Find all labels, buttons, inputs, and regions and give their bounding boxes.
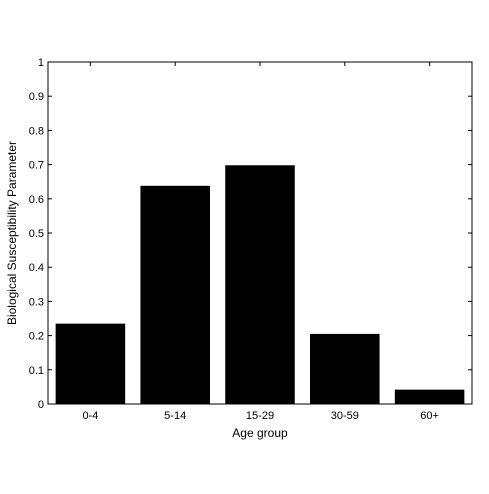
y-tick-label: 0.1 (29, 365, 44, 377)
y-tick-label: 0.6 (29, 194, 44, 206)
bar-60+ (394, 389, 465, 404)
x-tick-label: 15-29 (246, 410, 274, 422)
x-tick-label: 30-59 (331, 410, 359, 422)
y-tick-label: 0.8 (29, 125, 44, 137)
bars-group (55, 165, 465, 404)
y-tick-label: 0.5 (29, 228, 44, 240)
x-tick-label: 60+ (420, 410, 439, 422)
bar-30-59 (310, 333, 380, 404)
y-tick-label: 0.3 (29, 296, 44, 308)
y-tick-label: 1 (38, 57, 44, 69)
y-tick-label: 0.7 (29, 160, 44, 172)
bar-15-29 (225, 165, 295, 404)
y-tick-label: 0 (38, 399, 44, 411)
y-tick-label: 0.9 (29, 91, 44, 103)
y-tick-label: 0.4 (29, 262, 44, 274)
bar-5-14 (140, 185, 210, 404)
bar-0-4 (55, 323, 126, 404)
x-tick-label: 0-4 (82, 410, 98, 422)
x-axis-label: Age group (232, 426, 288, 440)
y-tick-label: 0.2 (29, 331, 44, 343)
x-tick-label: 5-14 (164, 410, 186, 422)
y-axis-label: Biological Susceptibility Parameter (5, 141, 19, 325)
ticks-group: 0 0.1 0.2 0.3 0.4 0.5 0.6 0.7 0.8 0.9 1 0-4 5-14 15-2… (29, 57, 472, 422)
